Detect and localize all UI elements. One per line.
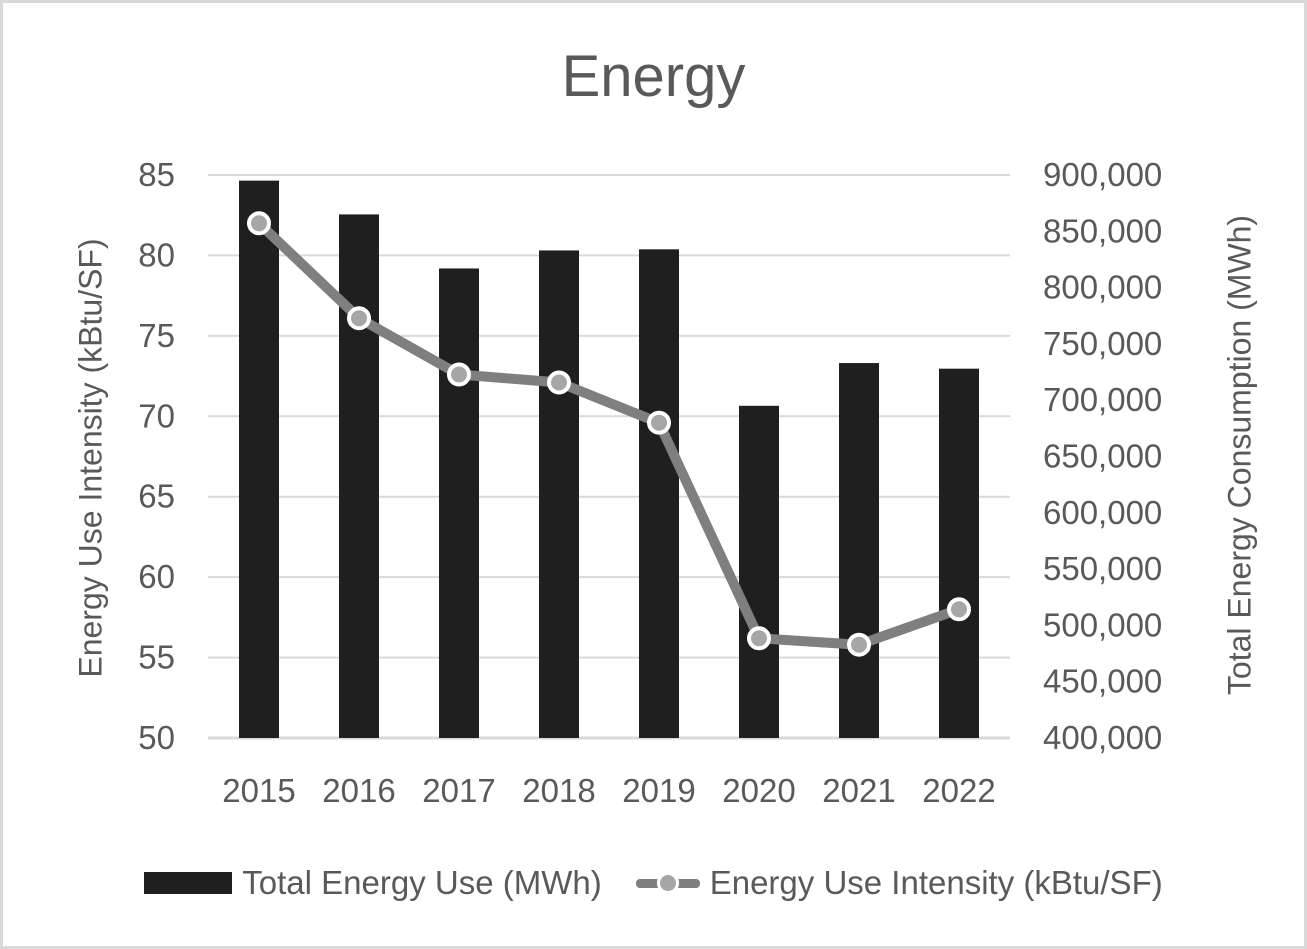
marker-2019: [647, 410, 671, 435]
left-axis-tick-label: 70: [138, 397, 175, 434]
legend: Total Energy Use (MWh) Energy Use Intens…: [3, 855, 1304, 911]
right-axis-tick-label: 600,000: [1043, 494, 1162, 531]
marker-2022: [947, 597, 971, 622]
bar-2020: [739, 405, 779, 738]
marker-2017: [447, 362, 471, 387]
legend-bar-swatch-icon: [144, 872, 233, 894]
right-axis-tick-label: 700,000: [1043, 381, 1162, 418]
line-energy-use-intensity: [254, 218, 964, 650]
bar-2019: [639, 249, 679, 739]
left-axis-tick-label: 50: [138, 719, 175, 756]
x-axis-label: 2019: [622, 772, 695, 809]
bar-2018: [539, 250, 579, 738]
bar-2015: [239, 180, 279, 738]
marker-2015: [247, 211, 271, 236]
left-axis-tick-label: 60: [138, 558, 175, 595]
left-axis-tick-label: 75: [138, 317, 175, 354]
right-axis-tick-label: 550,000: [1043, 550, 1162, 587]
marker-2021: [847, 632, 871, 657]
marker-2020: [747, 626, 771, 651]
marker-2016: [347, 306, 371, 331]
x-axis-label: 2022: [922, 772, 995, 809]
x-axis-label: 2020: [722, 772, 795, 809]
bar-2021: [839, 363, 879, 738]
legend-item-energy-use-intensity: Energy Use Intensity (kBtu/SF): [635, 864, 1163, 902]
left-axis-tick-label: 80: [138, 236, 175, 273]
x-axis-label: 2015: [222, 772, 295, 809]
legend-line-label: Energy Use Intensity (kBtu/SF): [709, 864, 1163, 901]
right-axis-tick-label: 800,000: [1043, 269, 1162, 306]
right-axis-tick-label: 900,000: [1043, 156, 1162, 193]
marker-2018: [547, 370, 571, 395]
left-axis-tick-label: 65: [138, 478, 175, 515]
right-axis-tick-label: 500,000: [1043, 606, 1162, 643]
bar-2016: [339, 214, 379, 738]
chart-title: Energy: [561, 44, 746, 109]
left-axis-tick-label: 85: [138, 156, 175, 193]
plot-area: 50 55 60 65 70 75 80 85 400,000 450,000 500,000 550…: [138, 156, 1162, 809]
x-axis-label: 2021: [822, 772, 895, 809]
bar-2017: [439, 268, 479, 738]
legend-item-total-energy-use: Total Energy Use (MWh): [144, 864, 602, 902]
bar-2022: [939, 368, 979, 738]
right-axis-tick-label: 400,000: [1043, 719, 1162, 756]
x-axis-label: 2016: [322, 772, 395, 809]
right-axis-tick-label: 850,000: [1043, 212, 1162, 249]
legend-bar-label: Total Energy Use (MWh): [242, 864, 602, 901]
x-axis-label: 2017: [422, 772, 495, 809]
left-axis-tick-label: 55: [138, 639, 175, 676]
x-axis-label: 2018: [522, 772, 595, 809]
legend-line-swatch-icon: [635, 869, 700, 897]
right-axis-tick-label: 750,000: [1043, 325, 1162, 362]
right-axis-tick-label: 450,000: [1043, 663, 1162, 700]
right-axis-tick-label: 650,000: [1043, 438, 1162, 475]
